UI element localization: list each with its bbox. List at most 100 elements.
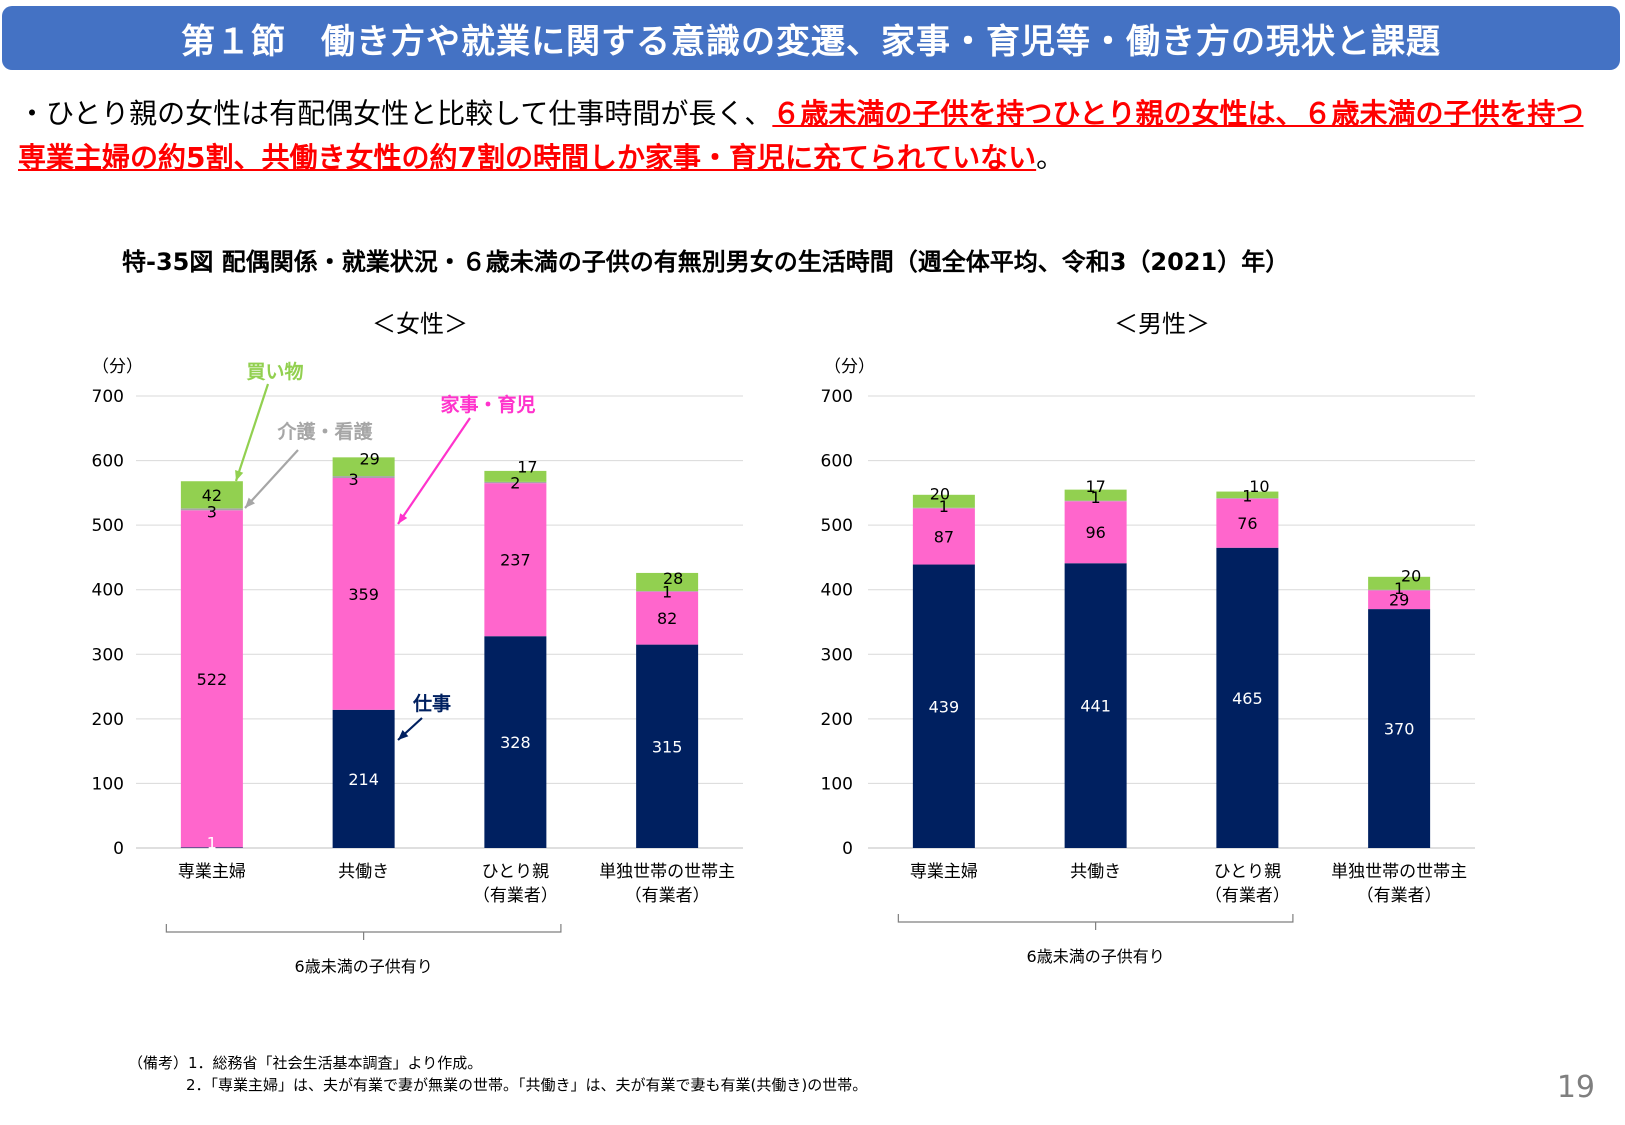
summary-bullet: ・ bbox=[18, 97, 47, 130]
female-bar-介護・看護-2 bbox=[484, 481, 547, 484]
male-bracket-label: 6歳未満の子供有り bbox=[1027, 947, 1165, 966]
female-panel-title: ＜女性＞ bbox=[372, 310, 468, 338]
female-bar-家事・育児-2 bbox=[484, 483, 547, 637]
male-x-tick-label: ひとり親 bbox=[1214, 862, 1282, 882]
male-data-label: 1 bbox=[939, 497, 949, 516]
female-chart: ＜女性＞ （分） 0 100 200 300 400 500 600 700 専業主婦 共働き ひとり親… bbox=[92, 310, 743, 976]
male-y-tick-label: 200 bbox=[821, 710, 853, 730]
female-chart-panel: ＜女性＞ （分） 0 100 200 300 400 500 600 700 専業主婦 共働き ひとり親… bbox=[0, 300, 800, 1040]
female-data-label: 1 bbox=[207, 834, 217, 853]
female-bracket-label: 6歳未満の子供有り bbox=[295, 957, 433, 976]
header-banner: 第１節 働き方や就業に関する意識の変遷、家事・育児等・働き方の現状と課題 bbox=[2, 6, 1620, 70]
male-data-label: 1 bbox=[1091, 488, 1101, 507]
female-data-label: 237 bbox=[500, 551, 531, 570]
male-data-label: 96 bbox=[1085, 523, 1105, 542]
annotation-housework-arrow-head bbox=[398, 513, 408, 524]
male-data-label: 465 bbox=[1232, 689, 1263, 708]
note-line-2: 2．「専業主婦」は、夫が有業で妻が無業の世帯。「共働き」は、夫が有業で妻も有業(… bbox=[186, 1076, 868, 1094]
female-bar-買い物-1 bbox=[332, 457, 395, 477]
female-data-label: 1 bbox=[662, 582, 672, 601]
male-bar-買い物-2 bbox=[1216, 491, 1279, 499]
male-bar-家事・育児-0 bbox=[912, 508, 975, 565]
male-data-label: 87 bbox=[934, 527, 954, 546]
annotation-housework: 家事・育児 bbox=[440, 393, 535, 416]
male-data-label: 20 bbox=[930, 484, 950, 503]
female-data-label: 3 bbox=[349, 470, 359, 489]
male-data-label: 29 bbox=[1389, 591, 1409, 610]
female-y-tick-label: 700 bbox=[92, 387, 124, 407]
female-data-label: 2 bbox=[510, 474, 520, 493]
annotation-care-arrow-head bbox=[245, 497, 255, 508]
male-y-tick-label: 500 bbox=[821, 516, 853, 536]
female-bar-仕事-1 bbox=[332, 709, 395, 848]
female-x-tick-label: 単独世帯の世帯主 bbox=[599, 862, 735, 882]
male-bar-家事・育児-1 bbox=[1064, 501, 1127, 564]
male-x-tick-label: （有業者） bbox=[1205, 886, 1290, 906]
male-x-tick-label: （有業者） bbox=[1357, 886, 1442, 906]
male-data-label: 441 bbox=[1080, 697, 1111, 716]
female-y-tick-label: 300 bbox=[92, 645, 124, 665]
male-y-tick-label: 300 bbox=[821, 645, 853, 665]
female-data-label: 214 bbox=[348, 770, 379, 789]
female-bar-買い物-3 bbox=[636, 572, 699, 592]
male-bar-買い物-3 bbox=[1368, 576, 1431, 590]
female-bar-家事・育児-1 bbox=[332, 478, 395, 710]
summary-text: ・ひとり親の女性は有配偶女性と比較して仕事時間が長く、６歳未満の子供を持つひとり… bbox=[18, 92, 1608, 180]
summary-plain: ひとり親の女性は有配偶女性と比較して仕事時間が長く、 bbox=[46, 97, 773, 130]
male-panel-title: ＜男性＞ bbox=[1114, 310, 1210, 338]
female-x-tick-label: ひとり親 bbox=[482, 862, 550, 882]
male-y-unit: （分） bbox=[824, 357, 875, 377]
male-bar-仕事-3 bbox=[1368, 609, 1431, 848]
male-data-label: 76 bbox=[1237, 514, 1257, 533]
male-chart: ＜男性＞ （分） 0 100 200 300 400 500 600 700 専業主婦 共働き ひとり親… bbox=[821, 310, 1475, 966]
annotation-care-arrow-line bbox=[244, 449, 299, 509]
annotation-work: 仕事 bbox=[412, 692, 451, 715]
male-bar-買い物-1 bbox=[1064, 489, 1127, 501]
female-data-label: 328 bbox=[500, 733, 531, 752]
female-data-label: 359 bbox=[348, 585, 379, 604]
annotation-shopping-arrow-line bbox=[234, 383, 270, 482]
female-y-tick-label: 0 bbox=[113, 839, 124, 859]
male-y-tick-label: 700 bbox=[821, 387, 853, 407]
female-data-label: 315 bbox=[652, 737, 683, 756]
female-data-label: 17 bbox=[517, 457, 537, 476]
male-data-label: 10 bbox=[1249, 477, 1269, 496]
male-data-label: 1 bbox=[1242, 486, 1252, 505]
male-data-label: 1 bbox=[1394, 579, 1404, 598]
female-data-label: 3 bbox=[207, 502, 217, 521]
figure-title: 特-35図 配偶関係・就業状況・６歳未満の子供の有無別男女の生活時間（週全体平均… bbox=[122, 248, 1290, 276]
male-bar-仕事-1 bbox=[1064, 563, 1127, 848]
female-y-unit: （分） bbox=[92, 357, 143, 377]
male-bar-介護・看護-3 bbox=[1368, 589, 1431, 591]
female-bar-介護・看護-3 bbox=[636, 591, 699, 592]
female-x-tick-label: 共働き bbox=[338, 862, 389, 882]
summary-end: 。 bbox=[1036, 141, 1065, 174]
note-line-1: （備考）1．総務省「社会生活基本調査」より作成。 bbox=[128, 1054, 483, 1072]
male-data-label: 17 bbox=[1085, 477, 1105, 496]
male-bar-家事・育児-3 bbox=[1368, 590, 1431, 610]
male-data-label: 20 bbox=[1401, 566, 1421, 585]
female-data-label: 522 bbox=[197, 670, 228, 689]
annotation-shopping-arrow-head bbox=[235, 470, 244, 481]
female-bar-買い物-0 bbox=[180, 481, 243, 509]
female-y-tick-label: 100 bbox=[92, 774, 124, 794]
female-x-tick-label: （有業者） bbox=[625, 886, 710, 906]
male-bar-介護・看護-1 bbox=[1064, 500, 1127, 502]
male-data-label: 439 bbox=[929, 697, 960, 716]
male-bar-買い物-0 bbox=[912, 494, 975, 508]
male-bracket bbox=[897, 914, 1294, 930]
male-y-tick-label: 100 bbox=[821, 774, 853, 794]
male-x-tick-label: 単独世帯の世帯主 bbox=[1331, 862, 1467, 882]
male-data-label: 370 bbox=[1384, 720, 1415, 739]
female-data-label: 28 bbox=[663, 569, 683, 588]
annotation-care: 介護・看護 bbox=[276, 420, 373, 443]
male-chart-panel: ＜男性＞ （分） 0 100 200 300 400 500 600 700 専業主婦 共働き ひとり親… bbox=[800, 300, 1625, 1040]
female-data-label: 82 bbox=[657, 609, 677, 628]
female-bar-家事・育児-3 bbox=[636, 591, 699, 645]
female-bar-仕事-3 bbox=[636, 644, 699, 848]
male-x-tick-label: 専業主婦 bbox=[910, 862, 978, 882]
male-y-tick-label: 600 bbox=[821, 452, 853, 472]
female-bar-仕事-0 bbox=[180, 847, 243, 848]
female-bar-買い物-2 bbox=[484, 470, 547, 482]
male-bar-介護・看護-2 bbox=[1216, 498, 1279, 499]
